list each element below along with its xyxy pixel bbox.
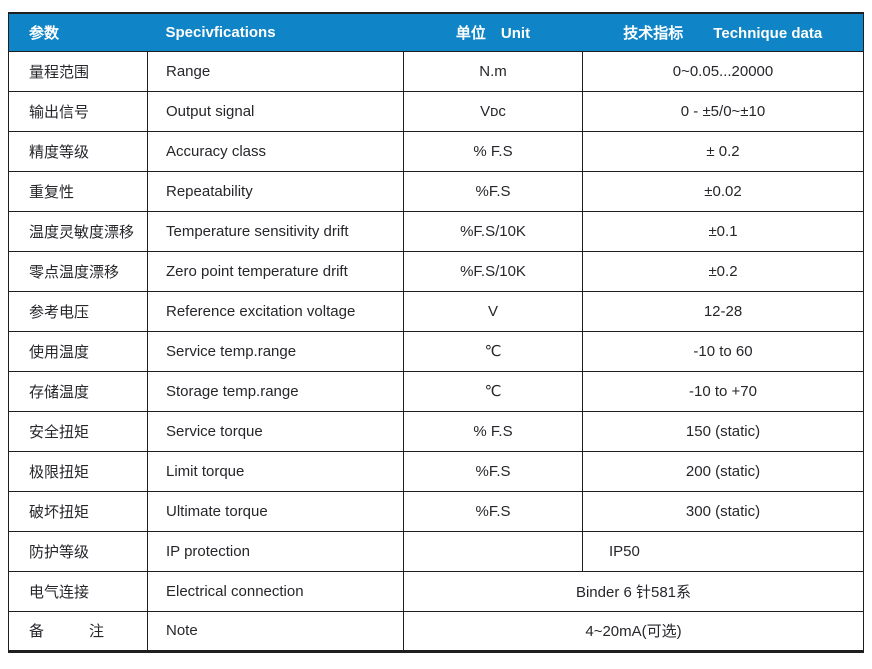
param-cell: 存储温度 [8,370,148,412]
spec-cell: Range [147,50,404,92]
unit-cell: %F.S [403,170,583,212]
spec-cell: Temperature sensitivity drift [147,210,404,252]
unit-cell: %F.S [403,450,583,492]
value-cell-merged: Binder 6 针581系 [403,570,864,612]
table-row-temperature-sensitivity-drift: 温度灵敏度漂移 Temperature sensitivity drift %F… [8,210,864,252]
spec-cell: Output signal [147,90,404,132]
header-unit: 单位 Unit [403,13,583,52]
table-row-range: 量程范围 Range N.m 0~0.05...20000 [8,50,864,92]
spec-sheet: 参数 Specivfications 单位 Unit 技术指标 Techniqu… [8,12,864,653]
header-row: 参数 Specivfications 单位 Unit 技术指标 Techniqu… [8,13,864,52]
param-cell: 电气连接 [8,570,148,612]
specification-table: 参数 Specivfications 单位 Unit 技术指标 Techniqu… [8,12,864,653]
unit-cell: %F.S/10K [403,210,583,252]
spec-cell: Ultimate torque [147,490,404,532]
param-cell: 参考电压 [8,290,148,332]
param-cell: 极限扭矩 [8,450,148,492]
value-cell: 300 (static) [582,490,864,532]
table-row-electrical-connection: 电气连接 Electrical connection Binder 6 针581… [8,570,864,612]
spec-cell: Accuracy class [147,130,404,172]
spec-cell: Zero point temperature drift [147,250,404,292]
value-cell: 150 (static) [582,410,864,452]
param-cell: 备 注 [8,610,148,652]
header-technique-data: 技术指标 Technique data [582,13,864,52]
spec-cell: Note [147,610,404,652]
value-cell: -10 to +70 [582,370,864,412]
unit-cell: % F.S [403,130,583,172]
spec-cell: Limit torque [147,450,404,492]
value-cell: 0~0.05...20000 [582,50,864,92]
spec-cell: Storage temp.range [147,370,404,412]
header-param: 参数 [8,13,148,52]
unit-cell: N.m [403,50,583,92]
value-cell: IP50 [582,530,864,572]
value-cell: 0 - ±5/0~±10 [582,90,864,132]
table-row-limit-torque: 极限扭矩 Limit torque %F.S 200 (static) [8,450,864,492]
param-cell: 防护等级 [8,530,148,572]
header-specifications: Specivfications [147,13,404,52]
value-cell: 200 (static) [582,450,864,492]
param-cell: 使用温度 [8,330,148,372]
param-cell: 重复性 [8,170,148,212]
param-cell: 量程范围 [8,50,148,92]
spec-cell: Reference excitation voltage [147,290,404,332]
unit-cell: %F.S [403,490,583,532]
spec-cell: Electrical connection [147,570,404,612]
unit-cell: V [403,290,583,332]
spec-cell: Service temp.range [147,330,404,372]
spec-cell: Repeatability [147,170,404,212]
table-row-ultimate-torque: 破坏扭矩 Ultimate torque %F.S 300 (static) [8,490,864,532]
value-cell: -10 to 60 [582,330,864,372]
table-row-output-signal: 输出信号 Output signal Vᴅᴄ 0 - ±5/0~±10 [8,90,864,132]
table-row-service-torque: 安全扭矩 Service torque % F.S 150 (static) [8,410,864,452]
spec-cell: Service torque [147,410,404,452]
param-cell: 零点温度漂移 [8,250,148,292]
value-cell-merged: 4~20mA(可选) [403,610,864,652]
value-cell: ± 0.2 [582,130,864,172]
table-row-service-temp-range: 使用温度 Service temp.range ℃ -10 to 60 [8,330,864,372]
value-cell: ±0.1 [582,210,864,252]
unit-cell: ℃ [403,330,583,372]
param-cell: 输出信号 [8,90,148,132]
unit-cell: ℃ [403,370,583,412]
unit-cell [403,530,583,572]
value-cell: 12-28 [582,290,864,332]
table-row-note: 备 注 Note 4~20mA(可选) [8,610,864,652]
param-cell: 精度等级 [8,130,148,172]
value-cell: ±0.2 [582,250,864,292]
unit-cell: % F.S [403,410,583,452]
table-row-storage-temp-range: 存储温度 Storage temp.range ℃ -10 to +70 [8,370,864,412]
param-cell: 破坏扭矩 [8,490,148,532]
unit-cell: %F.S/10K [403,250,583,292]
table-row-repeatability: 重复性 Repeatability %F.S ±0.02 [8,170,864,212]
spec-cell: IP protection [147,530,404,572]
table-row-ip-protection: 防护等级 IP protection IP50 [8,530,864,572]
value-cell: ±0.02 [582,170,864,212]
param-cell: 安全扭矩 [8,410,148,452]
table-row-reference-excitation-voltage: 参考电压 Reference excitation voltage V 12-2… [8,290,864,332]
param-cell: 温度灵敏度漂移 [8,210,148,252]
table-row-zero-point-temperature-drift: 零点温度漂移 Zero point temperature drift %F.S… [8,250,864,292]
unit-cell: Vᴅᴄ [403,90,583,132]
table-row-accuracy-class: 精度等级 Accuracy class % F.S ± 0.2 [8,130,864,172]
